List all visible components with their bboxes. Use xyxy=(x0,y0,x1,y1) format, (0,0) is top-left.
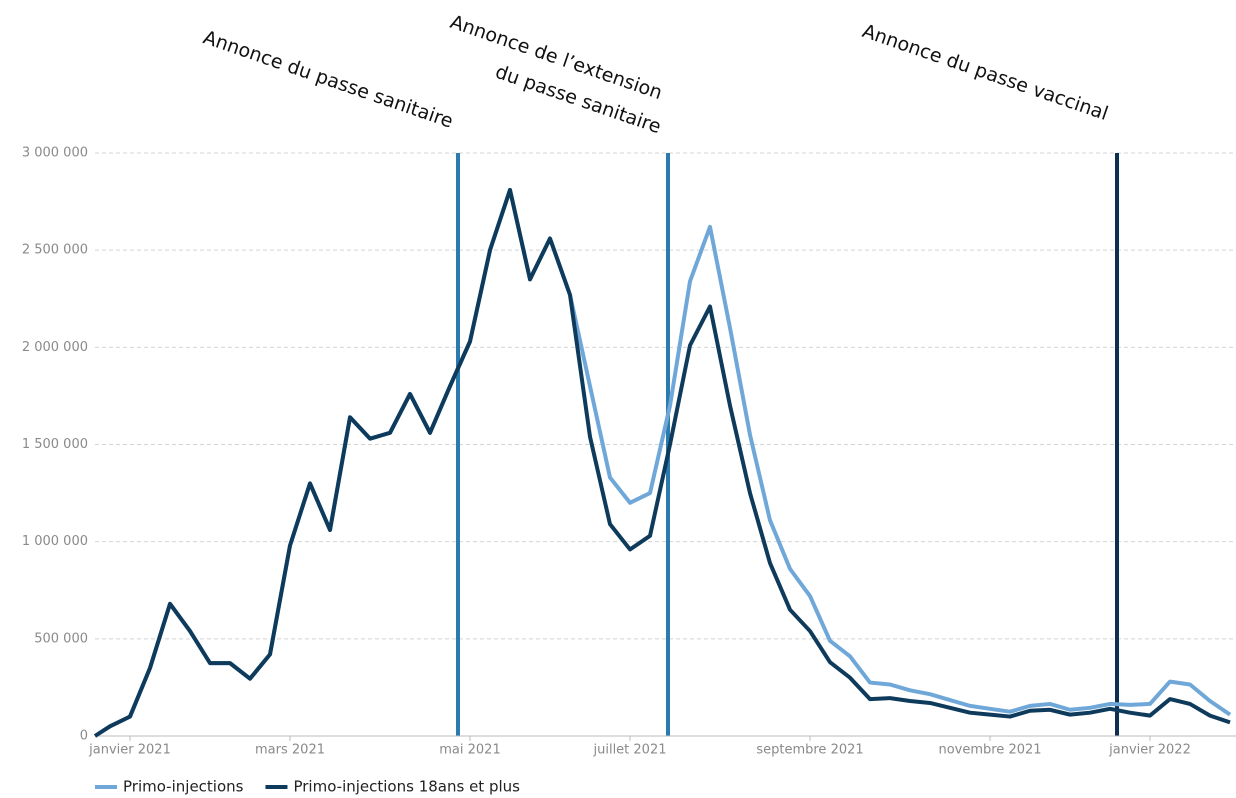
series-line xyxy=(93,187,1232,738)
annotation: Annonce du passe sanitaire xyxy=(200,26,455,132)
x-tick-label: septembre 2021 xyxy=(756,743,863,758)
x-tick-label: janvier 2021 xyxy=(88,743,171,758)
legend-label: Primo-injections 18ans et plus xyxy=(293,778,520,796)
y-tick-label: 3 000 000 xyxy=(22,146,88,161)
x-tick-label: janvier 2022 xyxy=(1108,743,1191,758)
y-tick-label: 1 000 000 xyxy=(22,534,88,549)
x-tick-label: mars 2021 xyxy=(255,743,325,758)
x-tick-label: mai 2021 xyxy=(439,743,500,758)
y-tick-label: 2 000 000 xyxy=(22,340,88,355)
y-tick-label: 500 000 xyxy=(34,631,88,646)
series-line xyxy=(93,187,1231,738)
annotation: Annonce du passe vaccinal xyxy=(859,20,1110,125)
x-tick-label: novembre 2021 xyxy=(938,743,1041,758)
y-tick-label: 2 500 000 xyxy=(22,243,88,258)
x-tick-label: juillet 2021 xyxy=(593,743,667,758)
y-tick-label: 0 xyxy=(80,729,88,744)
y-tick-label: 1 500 000 xyxy=(22,437,88,452)
legend-label: Primo-injections xyxy=(123,778,244,796)
